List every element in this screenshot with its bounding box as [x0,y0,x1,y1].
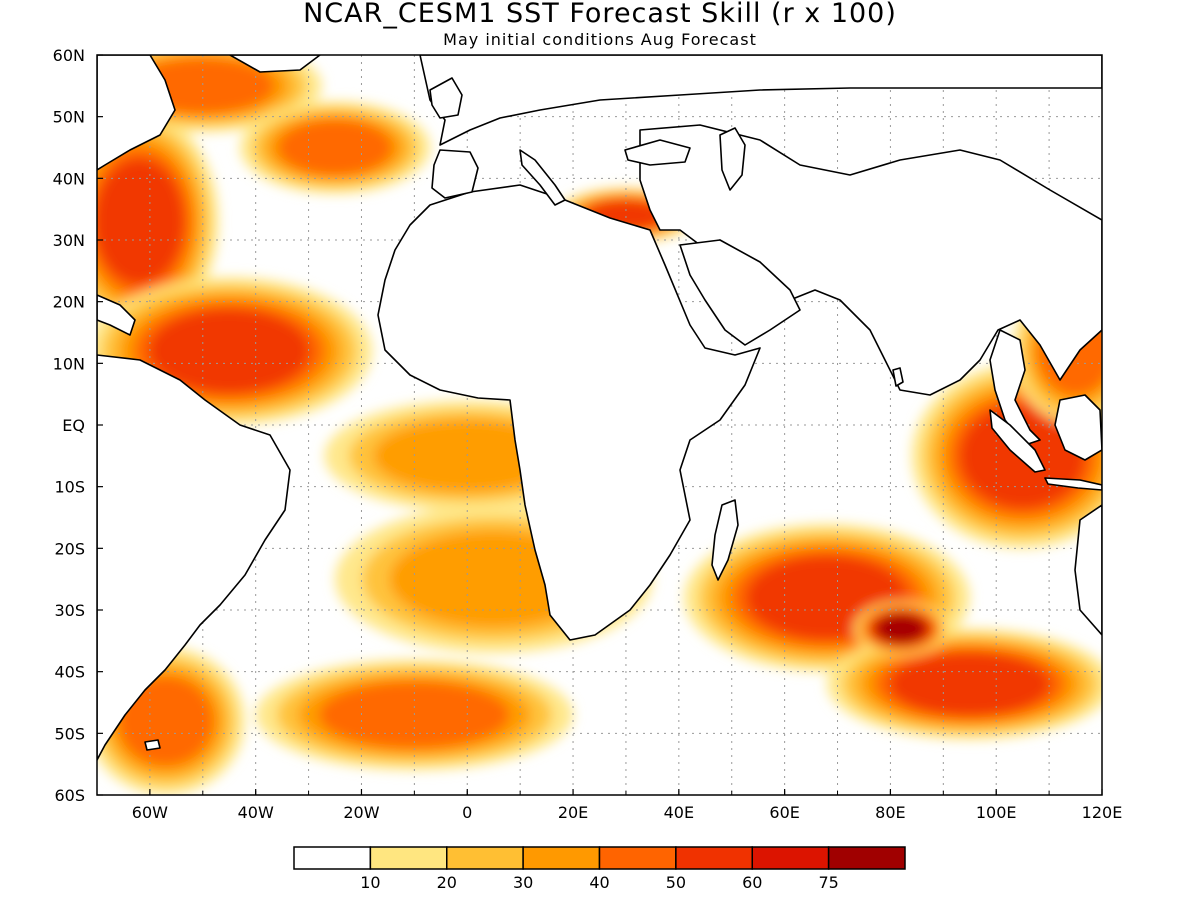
skill-region [118,676,214,766]
colorbar-label: 75 [818,873,838,892]
skill-region [148,309,310,393]
y-axis-ticks: 60N 50N 40N 30N 20N 10N EQ 10S 20S 30S 40S 50S 60S [53,46,103,805]
x-tick-label: 100E [976,803,1017,822]
greenland-landmass [229,55,321,73]
colorbar-label: 40 [589,873,609,892]
skill-region [876,614,926,643]
africa-landmass [377,184,761,641]
colorbar-label: 10 [360,873,380,892]
falkland-islands [144,739,161,751]
britain-island [429,77,463,119]
y-tick-label: 60N [53,46,85,65]
colorbar-swatch [598,846,677,870]
y-tick-label: 30S [54,601,85,620]
sumatra-island [989,409,1046,473]
y-tick-label: 10N [53,354,85,373]
map-title: NCAR_CESM1 SST Forecast Skill (r x 100) [303,0,897,29]
colorbar-label: 30 [513,873,533,892]
colorbar-swatch [369,846,448,870]
colorbar-swatch [293,846,372,870]
plot-area [97,55,1102,795]
x-tick-label: 60W [132,803,168,822]
x-tick-label: 0 [462,803,472,822]
australia-landmass [1074,504,1102,636]
colorbar-legend: 10 20 30 40 50 60 75 [293,846,906,892]
central-america-landmass [97,294,136,336]
colorbar-swatch [751,846,830,870]
madagascar-island [711,499,739,581]
italy-peninsula [519,149,566,206]
y-tick-label: 50S [54,724,85,743]
x-tick-label: 20E [558,803,588,822]
borneo-island [1054,394,1102,461]
x-axis-ticks: 60W 40W 20W 0 20E 40E 60E 80E 100E 120E [96,789,1123,822]
y-tick-label: 20N [53,293,85,312]
colorbar-swatch [675,846,753,870]
y-tick-label: 60S [54,786,85,805]
x-tick-label: 60E [769,803,799,822]
y-tick-label: 50N [53,108,85,127]
arabian-peninsula [679,239,801,346]
skill-region [889,652,1051,716]
coastlines [97,55,1102,761]
x-tick-label: 80E [875,803,905,822]
colorbar-swatch [446,846,524,870]
x-tick-label: 40W [238,803,274,822]
colorbar-swatch [522,846,601,870]
southeast-asia-peninsula [989,329,1041,446]
x-tick-label: 120E [1082,803,1123,822]
north-america-landmass [97,55,176,171]
europe-landmass [419,55,1102,146]
x-tick-label: 20W [343,803,379,822]
colorbar-label: 20 [437,873,457,892]
y-tick-label: 10S [54,478,85,497]
colorbar-swatch [827,846,906,870]
colorbar-label: 60 [742,873,762,892]
y-tick-label: 20S [54,539,85,558]
sri-lanka-island [892,367,904,387]
y-tick-label: 40N [53,169,85,188]
skill-region [277,119,393,176]
caspian-sea [719,127,746,191]
java-island [1044,477,1102,491]
y-tick-label: 30N [53,231,85,250]
skill-region [97,158,185,285]
y-tick-label: EQ [62,416,85,435]
x-tick-label: 40E [664,803,694,822]
black-sea [624,139,691,166]
iberia-peninsula [431,149,479,199]
map-subtitle: May initial conditions Aug Forecast [443,30,757,49]
south-america-landmass [97,354,291,761]
y-tick-label: 40S [54,663,85,682]
colorbar-label: 50 [666,873,686,892]
